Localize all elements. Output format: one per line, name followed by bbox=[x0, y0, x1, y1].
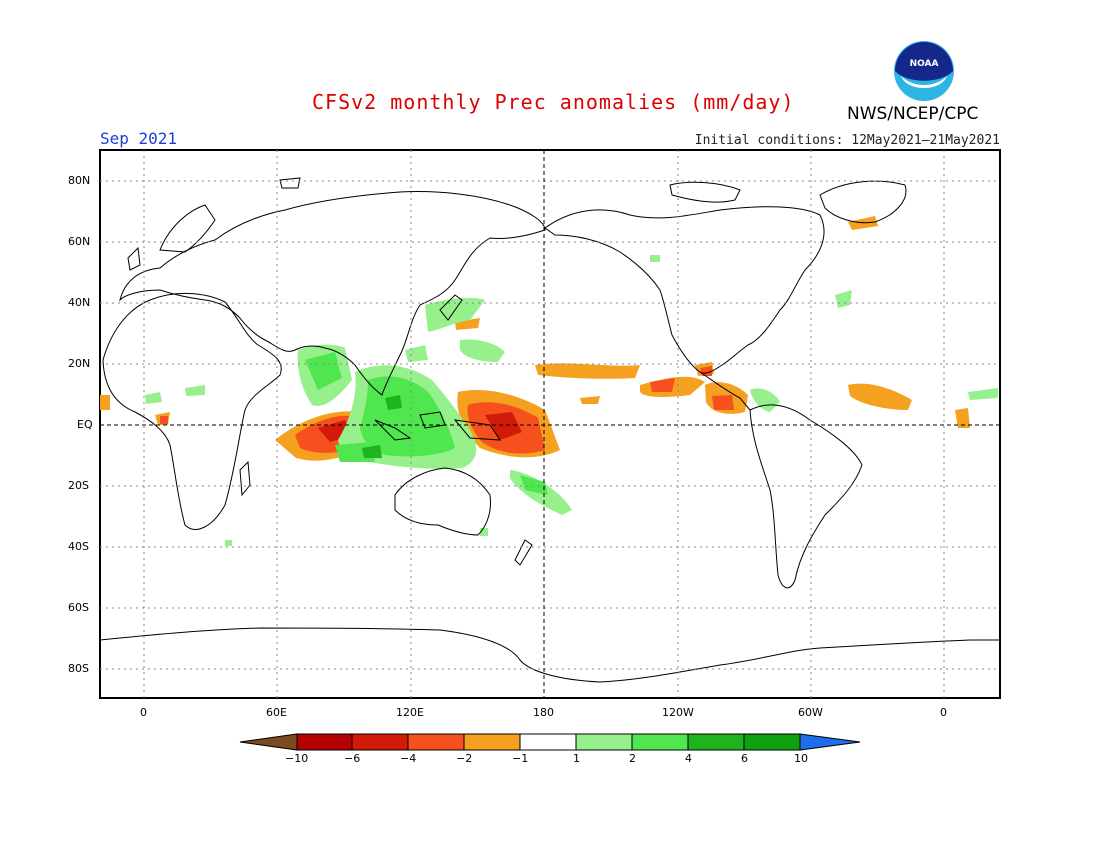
colorbar-label: 1 bbox=[573, 752, 580, 765]
chart-title: CFSv2 monthly Prec anomalies (mm/day) bbox=[312, 90, 795, 114]
lat-label: 20N bbox=[68, 357, 91, 370]
colorbar-high-arrow bbox=[799, 733, 861, 751]
noaa-logo: NOAA bbox=[894, 41, 954, 101]
colorbar-label: 2 bbox=[629, 752, 636, 765]
lon-label: 0 bbox=[140, 706, 147, 719]
colorbar-low-arrow bbox=[239, 733, 298, 751]
grid-lines bbox=[100, 150, 1000, 698]
lon-label: 120E bbox=[396, 706, 424, 719]
reference-lines bbox=[100, 150, 1000, 698]
forecast-month: Sep 2021 bbox=[100, 129, 178, 148]
colorbar-label: 6 bbox=[741, 752, 748, 765]
lon-label: 120W bbox=[662, 706, 694, 719]
colorbar-label: 10 bbox=[794, 752, 808, 765]
colorbar bbox=[239, 733, 861, 751]
logo-text: NOAA bbox=[910, 59, 939, 69]
lat-label: 20S bbox=[68, 479, 89, 492]
lon-label: 60E bbox=[266, 706, 287, 719]
lat-label: 60S bbox=[68, 601, 89, 614]
lat-label: 80S bbox=[68, 662, 89, 675]
lat-label: 40S bbox=[68, 540, 89, 553]
colorbar-swatch bbox=[631, 733, 689, 751]
lon-label: 60W bbox=[798, 706, 823, 719]
colorbar-label: −10 bbox=[285, 752, 309, 765]
agency-label: NWS/NCEP/CPC bbox=[847, 104, 979, 124]
lat-label: 80N bbox=[68, 174, 91, 187]
lon-label: 180 bbox=[533, 706, 554, 719]
colorbar-label: −4 bbox=[400, 752, 417, 765]
colorbar-swatch bbox=[296, 733, 353, 751]
colorbar-label: −6 bbox=[344, 752, 361, 765]
colorbar-swatch bbox=[463, 733, 521, 751]
lat-label: 40N bbox=[68, 296, 91, 309]
colorbar-swatch bbox=[519, 733, 577, 751]
colorbar-swatch bbox=[743, 733, 801, 751]
moderate-wet-anomaly-regions bbox=[305, 352, 548, 495]
coastlines bbox=[100, 177, 1000, 683]
colorbar-swatch bbox=[351, 733, 409, 751]
colorbar-swatch bbox=[575, 733, 633, 751]
colorbar-swatch bbox=[687, 733, 745, 751]
lat-label: 60N bbox=[68, 235, 91, 248]
initial-conditions: Initial conditions: 12May2021–21May2021 bbox=[694, 133, 1000, 148]
lon-label: 0 bbox=[940, 706, 947, 719]
colorbar-label: 4 bbox=[685, 752, 692, 765]
lat-label: EQ bbox=[77, 418, 93, 431]
strong-wet-anomaly-regions bbox=[362, 395, 402, 458]
colorbar-swatch bbox=[407, 733, 465, 751]
colorbar-label: −2 bbox=[456, 752, 473, 765]
colorbar-label: −1 bbox=[512, 752, 529, 765]
